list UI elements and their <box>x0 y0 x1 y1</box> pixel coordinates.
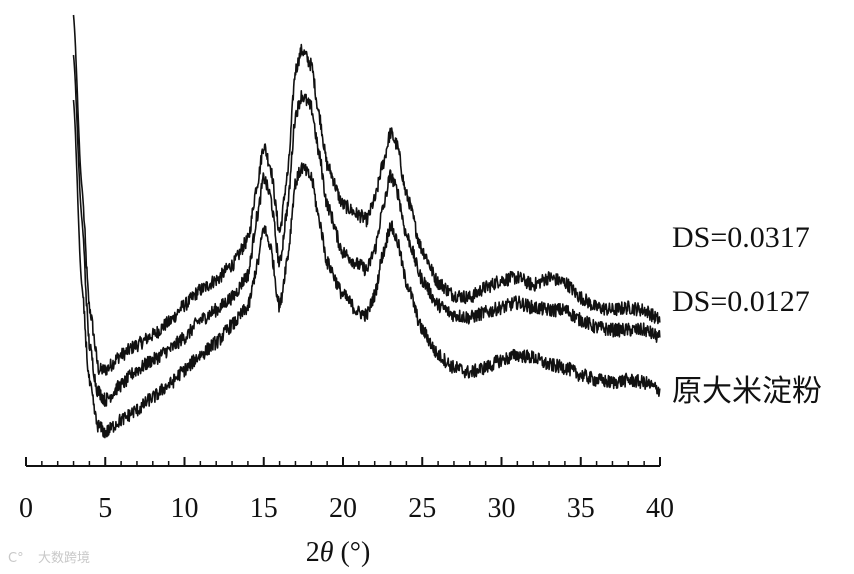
series-line-1 <box>72 54 661 407</box>
x-tick-label: 20 <box>329 493 357 524</box>
watermark: C° 大数跨境 <box>8 551 90 566</box>
series-label-native-rice-starch: 原大米淀粉 <box>672 375 822 408</box>
watermark-text: 大数跨境 <box>38 551 90 566</box>
series-label-ds-0317: DS=0.0317 <box>672 221 810 254</box>
x-tick-label: 5 <box>98 493 112 524</box>
x-tick-label: 40 <box>646 493 674 524</box>
watermark-logo-icon: C° <box>8 551 24 566</box>
series-curves <box>72 14 661 439</box>
x-tick-label: 25 <box>408 493 436 524</box>
x-axis-ticks: 0 5 10 15 20 25 30 35 40 <box>19 457 674 524</box>
x-tick-label: 30 <box>488 493 516 524</box>
x-axis-title: 2θ (°) <box>306 537 371 568</box>
x-tick-label: 35 <box>567 493 595 524</box>
x-tick-label: 0 <box>19 493 33 524</box>
series-line-2 <box>72 99 661 439</box>
series-line-0 <box>72 14 661 376</box>
series-label-ds-0127: DS=0.0127 <box>672 285 810 318</box>
x-tick-label: 15 <box>250 493 278 524</box>
x-tick-label: 10 <box>171 493 199 524</box>
